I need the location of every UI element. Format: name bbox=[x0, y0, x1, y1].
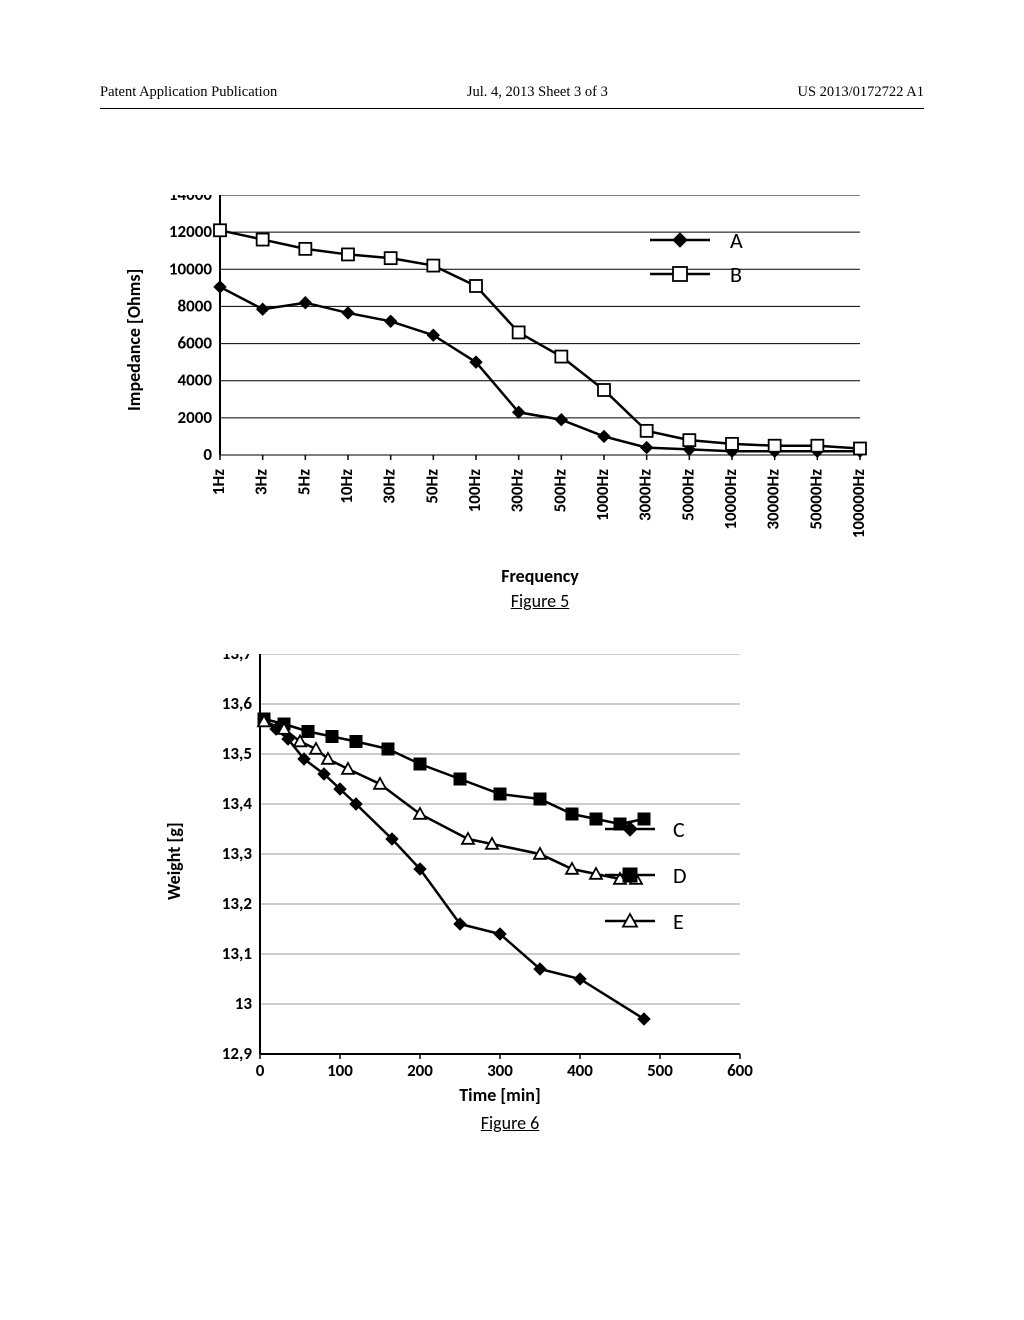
svg-text:30000Hz: 30000Hz bbox=[763, 469, 784, 530]
svg-text:300Hz: 300Hz bbox=[507, 469, 528, 513]
figure-6: Weight [g] 12,91313,113,213,313,413,513,… bbox=[180, 654, 800, 1144]
svg-text:100: 100 bbox=[327, 1060, 353, 1081]
svg-text:500: 500 bbox=[647, 1060, 673, 1081]
svg-text:3Hz: 3Hz bbox=[251, 469, 272, 495]
svg-text:13,7: 13,7 bbox=[222, 654, 253, 664]
svg-text:100000Hz: 100000Hz bbox=[848, 469, 869, 538]
svg-text:1000Hz: 1000Hz bbox=[592, 469, 613, 521]
figure-6-xlabel: Time [min] bbox=[380, 1084, 620, 1106]
figure-5-caption: Figure 5 bbox=[480, 590, 600, 612]
svg-text:5Hz: 5Hz bbox=[293, 469, 314, 495]
svg-text:12,9: 12,9 bbox=[222, 1043, 253, 1064]
svg-text:3000Hz: 3000Hz bbox=[635, 469, 656, 521]
figure-6-plot: Weight [g] 12,91313,113,213,313,413,513,… bbox=[180, 654, 800, 1144]
svg-text:D: D bbox=[673, 862, 687, 889]
svg-text:13,3: 13,3 bbox=[222, 843, 253, 864]
svg-text:10000Hz: 10000Hz bbox=[720, 469, 741, 530]
figure-6-svg: 12,9 13 13,1 13,2 13,3 13,4 13,5 13,6 13,7 0 100 20… bbox=[180, 654, 800, 1099]
svg-text:200: 200 bbox=[407, 1060, 433, 1081]
svg-text:13,2: 13,2 bbox=[222, 893, 253, 914]
svg-text:13: 13 bbox=[235, 993, 253, 1014]
header-right: US 2013/0172722 A1 bbox=[797, 84, 924, 101]
svg-text:50000Hz: 50000Hz bbox=[805, 469, 826, 530]
svg-text:12000: 12000 bbox=[169, 221, 212, 242]
figure-6-caption: Figure 6 bbox=[450, 1112, 570, 1134]
svg-text:6000: 6000 bbox=[178, 333, 213, 354]
svg-text:50Hz: 50Hz bbox=[421, 469, 442, 504]
header-center: Jul. 4, 2013 Sheet 3 of 3 bbox=[467, 84, 608, 101]
svg-text:2000: 2000 bbox=[178, 407, 213, 428]
svg-text:300: 300 bbox=[487, 1060, 513, 1081]
svg-text:100Hz: 100Hz bbox=[464, 469, 485, 513]
header-left: Patent Application Publication bbox=[100, 84, 277, 101]
svg-text:13,1: 13,1 bbox=[222, 943, 252, 964]
svg-text:4000: 4000 bbox=[178, 370, 213, 391]
svg-text:10Hz: 10Hz bbox=[336, 469, 357, 504]
svg-text:0: 0 bbox=[256, 1060, 265, 1081]
svg-text:500Hz: 500Hz bbox=[549, 469, 570, 513]
figure-5: Impedance [Ohms] 02000400060008000100001… bbox=[140, 195, 900, 615]
svg-text:B: B bbox=[730, 261, 742, 288]
header-rule bbox=[100, 108, 924, 109]
svg-text:400: 400 bbox=[567, 1060, 593, 1081]
svg-text:C: C bbox=[673, 816, 685, 843]
svg-text:13,5: 13,5 bbox=[222, 743, 252, 764]
svg-text:30Hz: 30Hz bbox=[379, 469, 400, 504]
svg-text:1Hz: 1Hz bbox=[208, 469, 229, 495]
figure-5-svg: 0 2000 4000 6000 8000 10000 12000 14000 1Hz 3Hz 5H… bbox=[140, 195, 900, 560]
svg-text:600: 600 bbox=[727, 1060, 753, 1081]
svg-text:13,6: 13,6 bbox=[222, 693, 253, 714]
svg-text:14000: 14000 bbox=[169, 195, 212, 205]
figure-5-plot: Impedance [Ohms] 02000400060008000100001… bbox=[140, 195, 900, 615]
svg-text:E: E bbox=[673, 908, 684, 935]
svg-text:0: 0 bbox=[203, 444, 212, 465]
svg-text:5000Hz: 5000Hz bbox=[677, 469, 698, 521]
svg-text:13,4: 13,4 bbox=[222, 793, 253, 814]
svg-text:A: A bbox=[730, 227, 743, 254]
svg-text:8000: 8000 bbox=[178, 295, 213, 316]
figure-5-xlabel: Frequency bbox=[400, 565, 680, 587]
svg-text:10000: 10000 bbox=[169, 258, 212, 279]
header-row: Patent Application Publication Jul. 4, 2… bbox=[100, 84, 924, 101]
